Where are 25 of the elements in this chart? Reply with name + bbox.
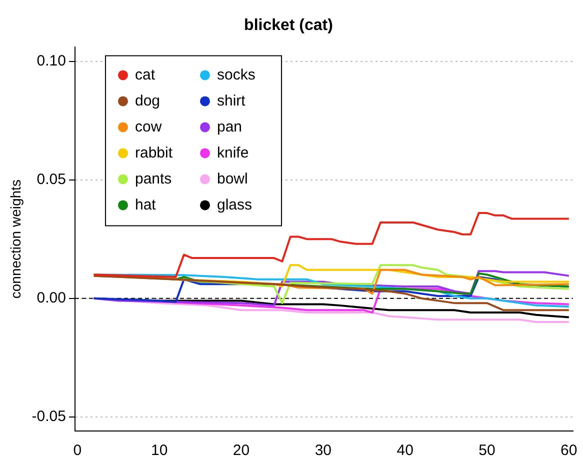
legend-label: pants [134, 170, 172, 188]
y-tick-label: 0.00 [36, 289, 66, 306]
x-tick-label: 0 [73, 442, 82, 460]
x-tick-label: 10 [151, 442, 168, 460]
chart-title: blicket (cat) [244, 17, 333, 34]
legend-label: hat [134, 196, 157, 214]
legend-label: pan [216, 118, 242, 136]
y-axis-title: connection weights [7, 180, 24, 299]
legend-label: knife [216, 144, 249, 162]
legend-label: shirt [216, 92, 246, 110]
y-tick-label: 0.05 [36, 171, 66, 188]
y-tick-label: -0.05 [32, 408, 66, 425]
legend-label: rabbit [134, 144, 174, 162]
x-tick-label: 60 [560, 442, 578, 460]
x-tick-label: 20 [232, 442, 250, 460]
legend-label: socks [216, 66, 256, 84]
legend-label: bowl [216, 170, 248, 188]
x-tick-label: 30 [314, 442, 332, 460]
legend-label: glass [216, 196, 252, 214]
y-tick-label: 0.10 [36, 52, 66, 70]
legend-label: cat [134, 66, 156, 84]
legend-label: dog [134, 92, 160, 110]
x-tick-label: 50 [478, 442, 496, 460]
legend-label: cow [134, 118, 162, 136]
x-tick-label: 40 [396, 442, 414, 460]
